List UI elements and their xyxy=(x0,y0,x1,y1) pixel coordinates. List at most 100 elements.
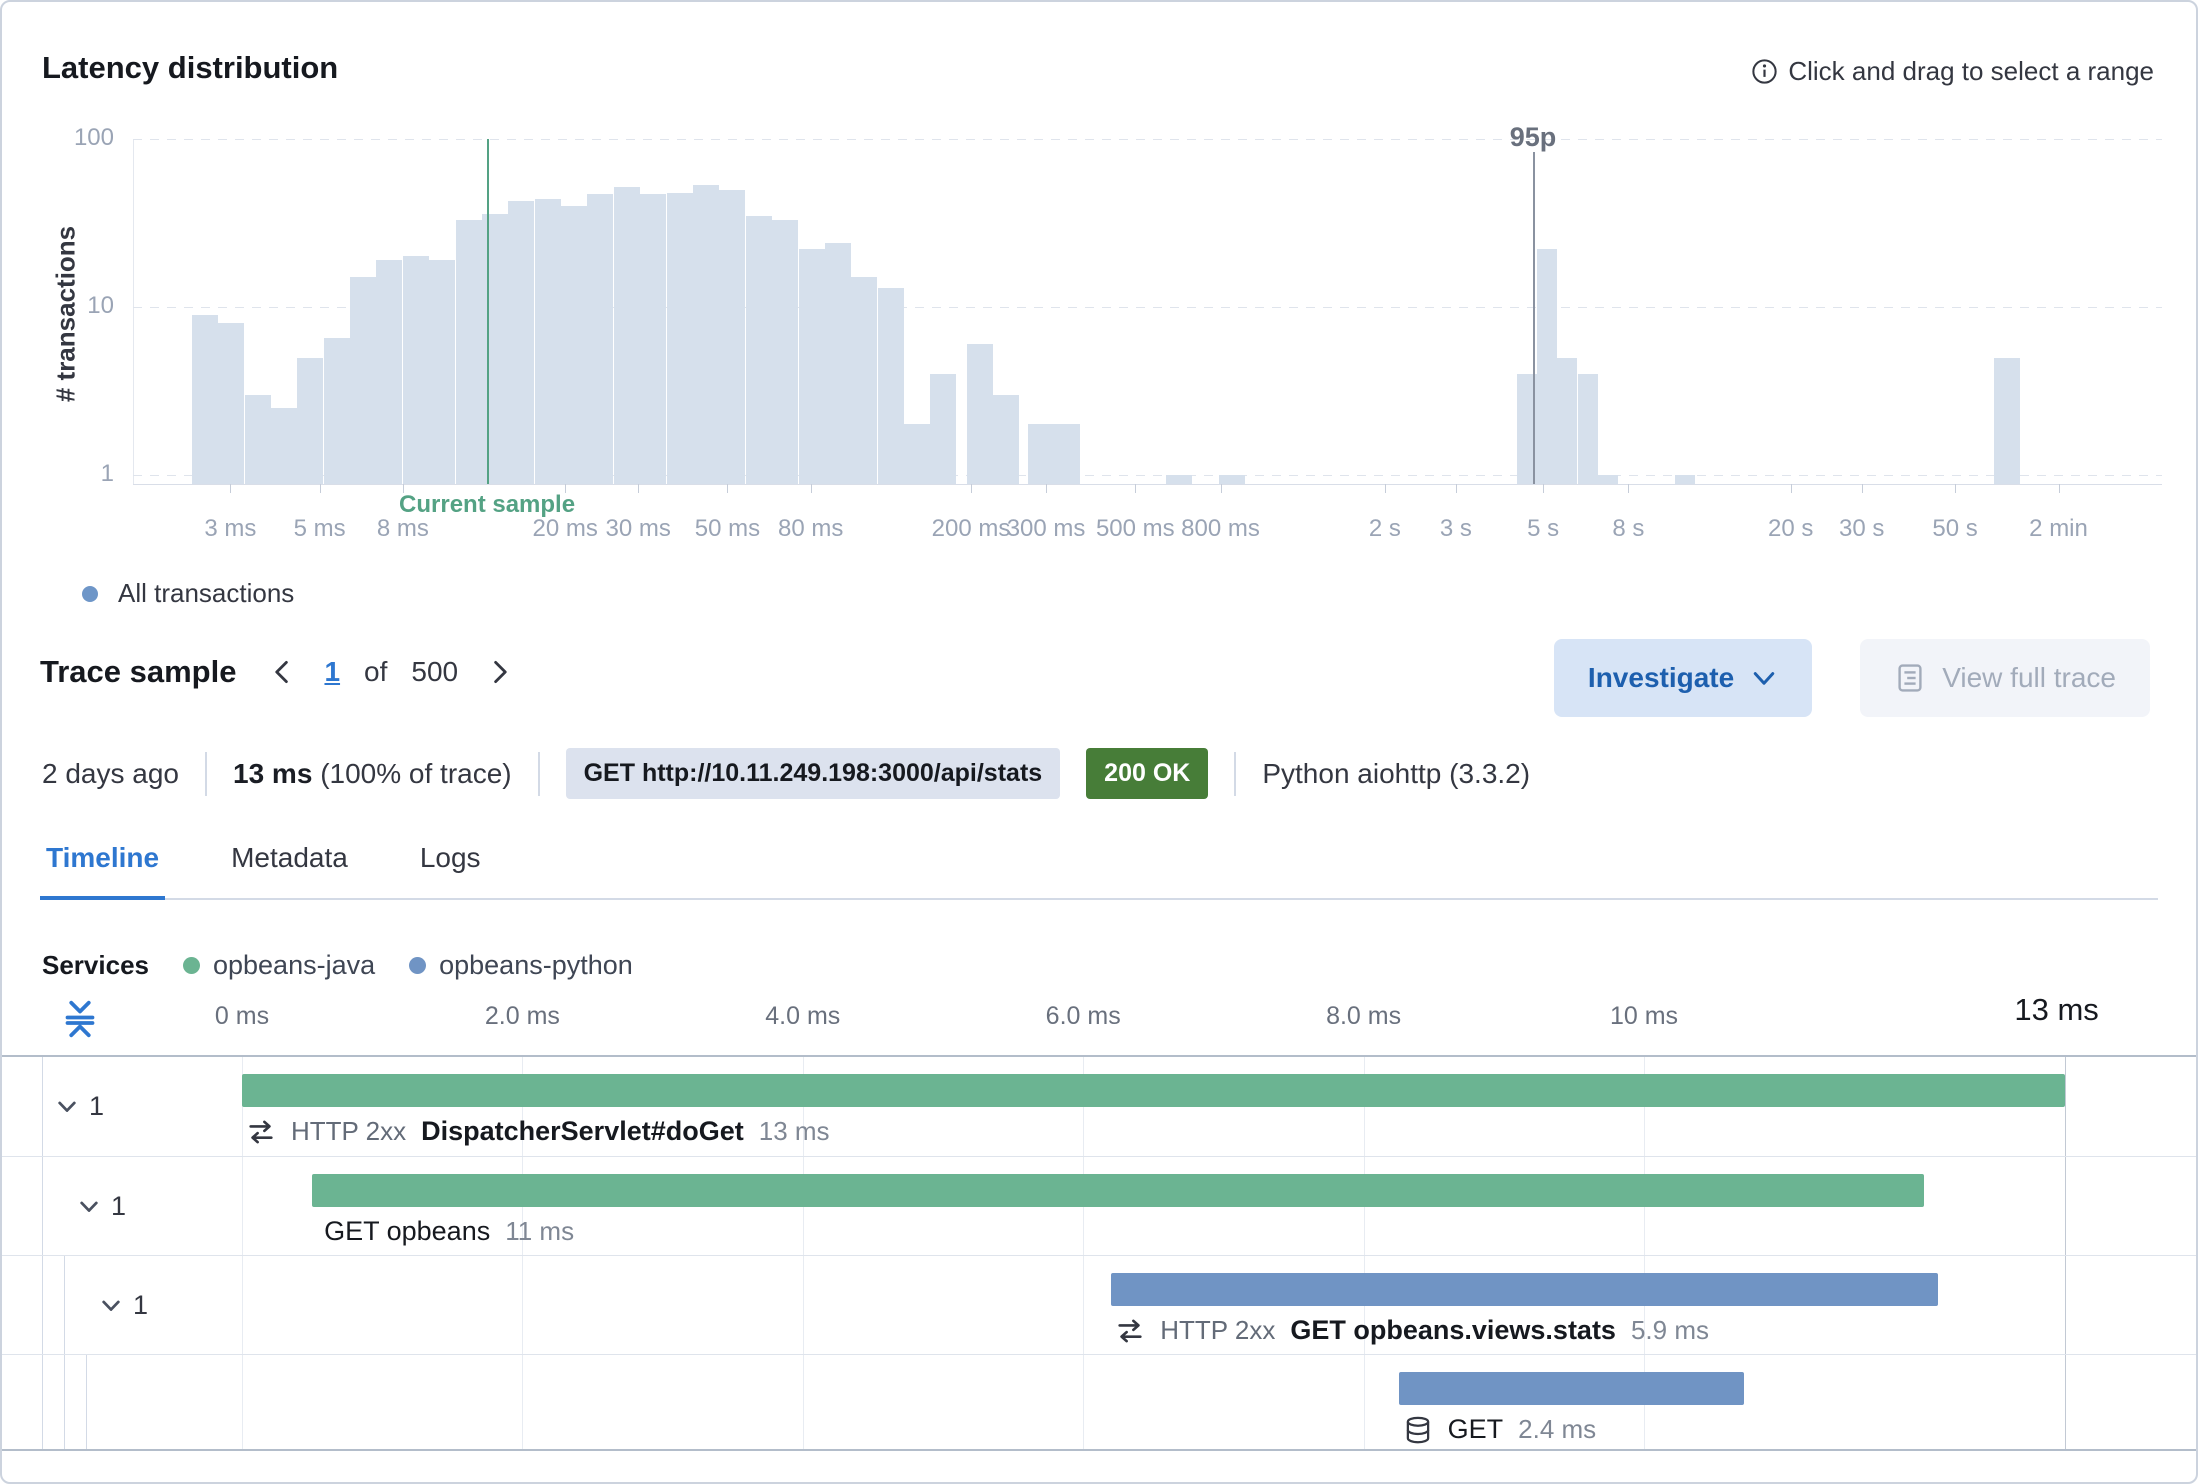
waterfall-row[interactable]: 1 HTTP 2xx DispatcherServlet#doGet 13 ms xyxy=(2,1057,2196,1156)
span-label[interactable]: HTTP 2xx GET opbeans.views.stats 5.9 ms xyxy=(1115,1315,1709,1346)
ruler-tick-label: 4.0 ms xyxy=(765,1002,841,1030)
investigate-button[interactable]: Investigate xyxy=(1553,639,1813,717)
x-axis-tick-label: 5 s xyxy=(1527,515,1560,542)
legend-all-transactions[interactable]: All transactions xyxy=(82,578,294,609)
next-sample-button[interactable] xyxy=(482,654,518,690)
x-axis-tick-label: 8 s xyxy=(1612,515,1645,542)
histogram-bar xyxy=(745,215,772,484)
request-url-badge: GET http://10.11.249.198:3000/api/stats xyxy=(565,748,1061,799)
ruler-tick-label: 0 ms xyxy=(214,1002,270,1030)
histogram-bar xyxy=(191,314,218,484)
y-axis-tick-label: 1 xyxy=(100,460,114,487)
waterfall-row[interactable]: 1 GET opbeans 11 ms xyxy=(2,1156,2196,1255)
histogram-bar xyxy=(1054,424,1081,484)
span-bar[interactable] xyxy=(242,1074,2065,1107)
span-bar[interactable] xyxy=(312,1174,1925,1207)
span-bar[interactable] xyxy=(1111,1273,1939,1306)
span-duration: 13 ms xyxy=(758,1116,830,1146)
y-gridline xyxy=(133,139,2162,140)
span-duration: 2.4 ms xyxy=(1518,1414,1597,1444)
histogram-bar xyxy=(508,200,535,484)
histogram-bar xyxy=(1516,373,1537,484)
p95-label: 95p xyxy=(1509,122,1557,152)
investigate-label: Investigate xyxy=(1587,662,1735,693)
waterfall-gridline xyxy=(1363,1055,1365,1451)
histogram-bar xyxy=(350,277,377,484)
histogram-bar xyxy=(481,213,508,484)
histogram-bar xyxy=(877,287,904,484)
waterfall-gridline xyxy=(1644,1055,1645,1451)
indent-guide xyxy=(42,1057,43,1156)
histogram-bar xyxy=(824,243,851,484)
histogram-bar xyxy=(1597,475,1618,484)
waterfall-gridline xyxy=(802,1055,804,1451)
histogram-bar xyxy=(930,373,957,484)
span-label[interactable]: GET 2.4 ms xyxy=(1403,1414,1597,1445)
tab-timeline[interactable]: Timeline xyxy=(40,828,166,900)
collapse-all-icon[interactable] xyxy=(58,998,102,1042)
histogram-bar xyxy=(218,323,245,484)
transaction-icon xyxy=(249,1120,273,1143)
accordion-toggle[interactable]: 1 xyxy=(98,1290,148,1321)
waterfall-row[interactable]: GET 2.4 ms xyxy=(2,1354,2196,1453)
current-sample-label: Current sample xyxy=(399,491,576,518)
histogram-bar xyxy=(966,344,993,484)
waterfall-row[interactable]: 1 HTTP 2xx GET opbeans.views.stats 5.9 ms xyxy=(2,1255,2196,1354)
accordion-toggle[interactable]: 1 xyxy=(76,1191,126,1222)
ruler-tick-label: 10 ms xyxy=(1609,1002,1679,1030)
divider xyxy=(537,751,540,796)
info-icon xyxy=(1752,59,1777,84)
indent-guide xyxy=(42,1156,43,1449)
y-axis-line xyxy=(133,139,134,484)
tab-metadata[interactable]: Metadata xyxy=(231,842,348,873)
histogram-bar xyxy=(1165,475,1192,484)
histogram-bar xyxy=(402,256,429,484)
x-axis-tickmark xyxy=(1790,484,1792,493)
view-full-trace-button[interactable]: View full trace xyxy=(1860,639,2150,717)
waterfall-gridline xyxy=(1083,1055,1085,1451)
service-name: opbeans-java xyxy=(212,950,376,980)
x-axis-tickmark xyxy=(1628,484,1630,493)
x-axis-tickmark xyxy=(1220,484,1222,493)
x-axis-tickmark xyxy=(1861,484,1863,493)
histogram-bar xyxy=(1218,475,1245,484)
span-name: GET opbeans xyxy=(324,1216,491,1246)
status-badge: 200 OK xyxy=(1086,748,1209,799)
child-count: 1 xyxy=(133,1290,149,1320)
service-name: opbeans-python xyxy=(439,950,633,980)
histogram-bar xyxy=(1537,249,1558,484)
current-sample-number[interactable]: 1 xyxy=(324,656,341,687)
histogram-bar xyxy=(455,219,482,484)
chevron-right-icon xyxy=(494,660,507,684)
span-label[interactable]: HTTP 2xx DispatcherServlet#doGet 13 ms xyxy=(246,1116,830,1147)
chevron-down-icon xyxy=(58,1101,76,1112)
span-name: DispatcherServlet#doGet xyxy=(421,1116,744,1146)
histogram-bar xyxy=(1993,357,2020,484)
x-axis-tickmark xyxy=(1543,484,1545,493)
span-name: GET opbeans.views.stats xyxy=(1290,1315,1616,1345)
y-axis-tick-label: 100 xyxy=(73,124,114,151)
ruler-tick-label: 6.0 ms xyxy=(1045,1002,1121,1030)
chevron-down-icon xyxy=(80,1201,98,1212)
latency-histogram-plot[interactable] xyxy=(133,139,2162,484)
legend-label: All transactions xyxy=(118,578,295,608)
x-axis-tickmark xyxy=(810,484,812,493)
span-duration: 11 ms xyxy=(505,1216,575,1246)
span-label[interactable]: GET opbeans 11 ms xyxy=(324,1216,574,1247)
x-axis-tick-label: 50 s xyxy=(1932,515,1978,542)
x-axis-tick-label: 2 min xyxy=(2029,515,2088,542)
p95-line xyxy=(1533,152,1535,484)
agent-info: Python aiohttp (3.3.2) xyxy=(1262,757,1531,789)
prev-sample-button[interactable] xyxy=(264,654,300,690)
accordion-toggle[interactable]: 1 xyxy=(54,1091,104,1122)
x-axis-tick-label: 50 ms xyxy=(694,515,761,542)
service-legend-opbeans-python: opbeans-python xyxy=(409,950,633,981)
x-axis-tickmark xyxy=(1046,484,1048,493)
ruler-tick-label: 8.0 ms xyxy=(1326,1002,1402,1030)
histogram-bar xyxy=(640,194,667,484)
tab-logs[interactable]: Logs xyxy=(419,842,481,873)
x-axis-tickmark xyxy=(1955,484,1957,493)
histogram-bar xyxy=(772,219,799,484)
trace-end-line xyxy=(2064,1055,2066,1451)
span-bar[interactable] xyxy=(1398,1372,1744,1405)
